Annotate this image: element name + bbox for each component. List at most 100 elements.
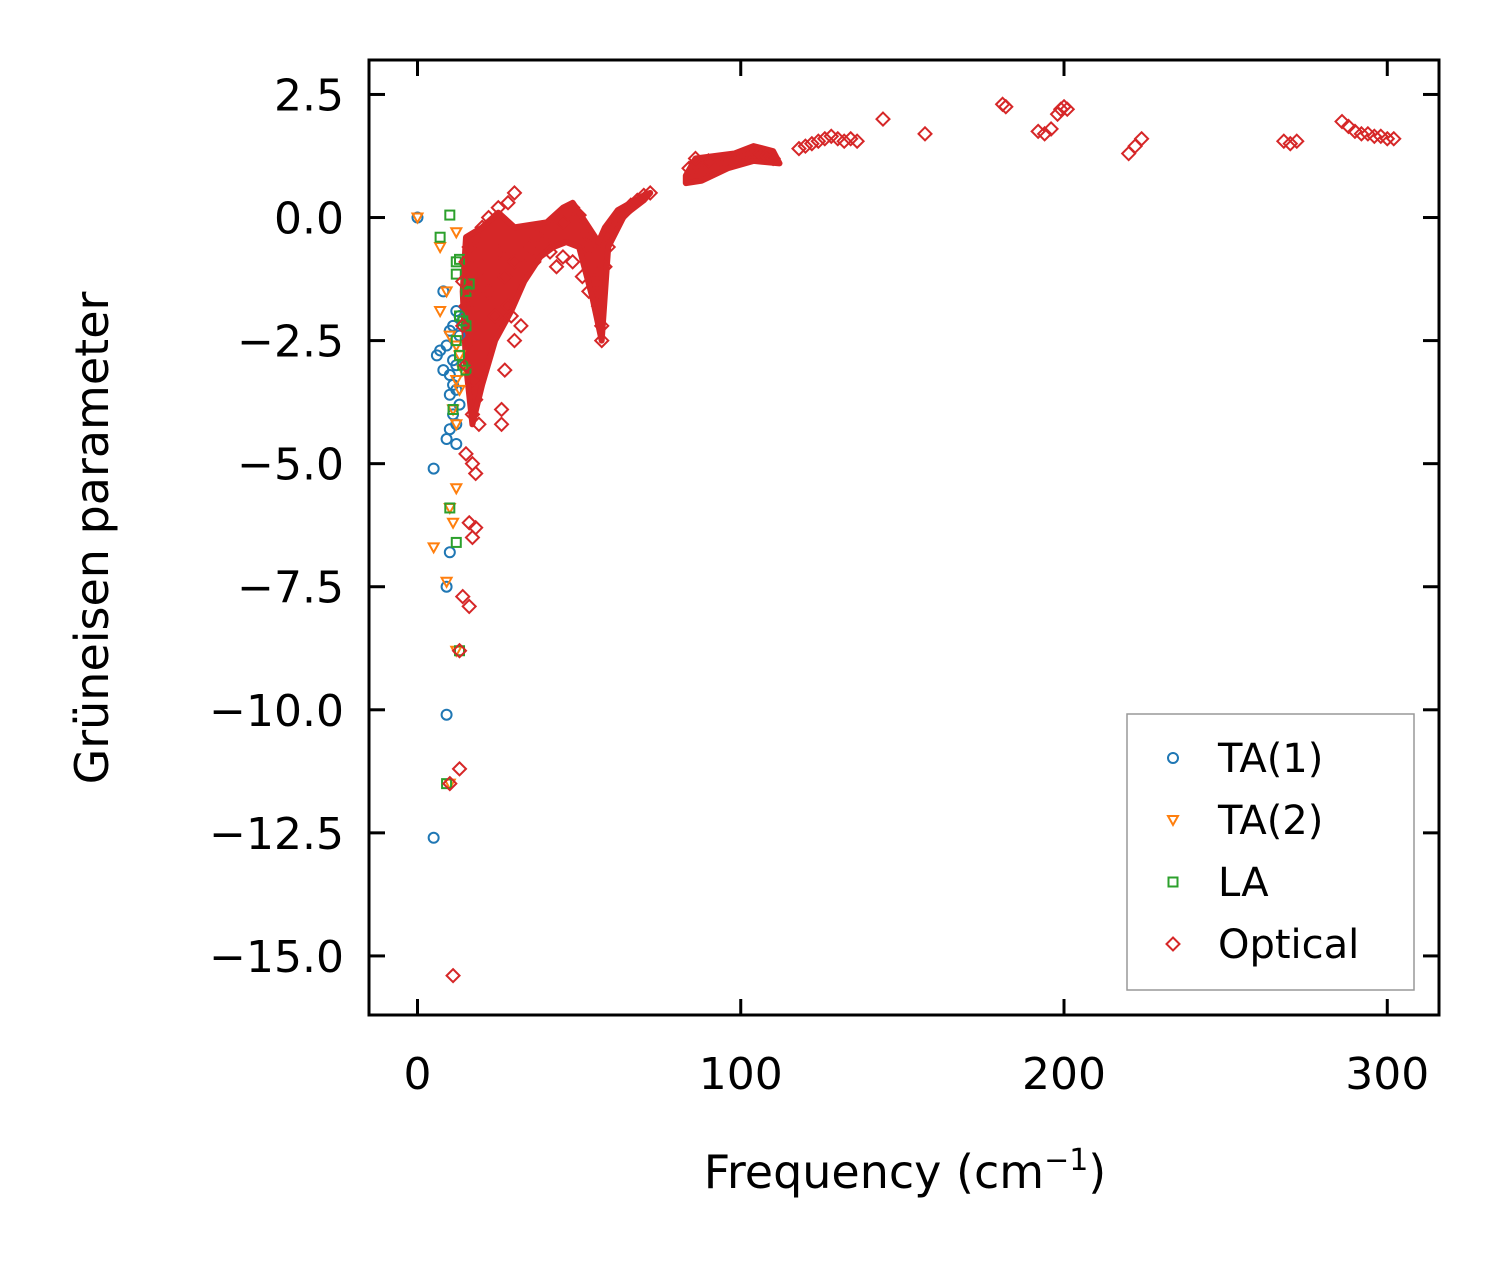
- data-point: [719, 153, 736, 169]
- legend-label: TA(1): [1217, 736, 1323, 782]
- data-point: [1340, 118, 1357, 135]
- data-point: [593, 317, 610, 334]
- data-point: [529, 229, 546, 246]
- data-point: [426, 542, 441, 555]
- data-point: [433, 306, 447, 319]
- data-point: [590, 298, 607, 315]
- data-point: [443, 388, 456, 401]
- axis-ticks: 0 100 200 300 2.5 0.0 −2.5 −5.0 −7.5 −10.0 −12.5 −1…: [209, 60, 1439, 1100]
- data-point: [555, 214, 571, 231]
- data-point: [470, 416, 487, 433]
- data-point: [439, 576, 454, 589]
- data-point: [917, 125, 933, 142]
- data-point: [464, 529, 481, 546]
- data-point: [516, 258, 533, 275]
- data-point: [580, 283, 597, 300]
- data-point: [458, 357, 474, 374]
- data-point: [700, 153, 717, 169]
- y-tick-label: 2.5: [274, 70, 344, 121]
- data-point: [454, 588, 471, 605]
- legend-label: LA: [1218, 860, 1269, 906]
- y-tick-label: −5.0: [237, 440, 344, 491]
- data-point: [1043, 121, 1059, 137]
- data-point: [577, 224, 594, 241]
- data-point: [545, 219, 562, 236]
- data-point: [490, 244, 507, 260]
- legend-label: TA(2): [1217, 798, 1323, 844]
- data-point: [480, 283, 497, 300]
- data-point: [496, 268, 513, 285]
- legend-marker-ta-1-: [1167, 752, 1179, 764]
- data-point: [500, 298, 516, 315]
- data-point: [1353, 125, 1370, 142]
- data-point: [467, 391, 484, 408]
- data-point: [1379, 130, 1396, 147]
- data-point: [700, 162, 717, 179]
- data-point: [441, 775, 458, 792]
- data-point: [434, 231, 446, 243]
- y-tick-label: −10.0: [209, 686, 344, 737]
- x-tick-label: 100: [699, 1049, 783, 1100]
- y-tick-label: −7.5: [237, 563, 344, 614]
- data-point: [600, 239, 617, 255]
- data-point: [454, 317, 471, 334]
- data-point: [439, 286, 454, 299]
- data-point: [443, 546, 456, 559]
- data-point: [1334, 113, 1350, 130]
- data-point: [706, 157, 723, 174]
- data-point: [445, 967, 461, 984]
- data-point: [694, 165, 710, 182]
- data-point: [464, 406, 481, 423]
- data-point: [454, 645, 466, 657]
- data-point: [525, 253, 542, 270]
- data-point: [803, 135, 820, 152]
- data-point: [506, 332, 523, 349]
- data-point: [493, 416, 510, 433]
- data-point: [555, 248, 571, 265]
- data-point: [535, 234, 552, 251]
- x-tick-label: 0: [403, 1049, 431, 1100]
- legend-marker-ta-2-: [1166, 815, 1180, 828]
- x-axis-title-end: ): [1088, 1145, 1106, 1199]
- legend-marker-optical: [1165, 936, 1181, 952]
- data-point: [1133, 130, 1150, 147]
- data-point: [444, 502, 456, 514]
- data-point: [474, 219, 491, 236]
- data-point: [561, 204, 578, 221]
- y-axis-title: Grüneisen parameter: [65, 291, 119, 784]
- data-point: [732, 148, 749, 164]
- data-point: [622, 197, 639, 214]
- axes-frame: [367, 58, 1441, 1017]
- data-point: [875, 111, 891, 127]
- series-optical: [441, 96, 1402, 984]
- data-point: [433, 242, 447, 255]
- legend: TA(1) TA(2) LA Optical: [1126, 713, 1415, 991]
- data-point: [713, 155, 730, 172]
- data-point: [461, 514, 478, 531]
- data-point: [461, 332, 478, 349]
- data-point: [451, 642, 468, 659]
- data-point: [1366, 128, 1383, 145]
- data-point: [500, 194, 516, 211]
- data-point: [410, 212, 425, 225]
- legend-box: [1126, 713, 1415, 991]
- data-point: [635, 187, 652, 204]
- data-point: [460, 364, 472, 376]
- x-axis-title-superscript: −1: [1044, 1143, 1088, 1178]
- data-point: [1385, 130, 1402, 147]
- data-point: [687, 150, 704, 167]
- data-point: [1282, 135, 1299, 152]
- data-point: [584, 258, 600, 275]
- data-point: [449, 483, 463, 496]
- data-point: [997, 98, 1014, 115]
- data-point: [447, 404, 459, 416]
- data-point: [506, 184, 523, 201]
- data-point: [580, 239, 597, 255]
- data-point: [427, 462, 440, 475]
- data-point: [564, 253, 581, 270]
- data-point: [454, 253, 466, 265]
- data-point: [480, 209, 497, 226]
- y-tick-label: −2.5: [237, 317, 344, 368]
